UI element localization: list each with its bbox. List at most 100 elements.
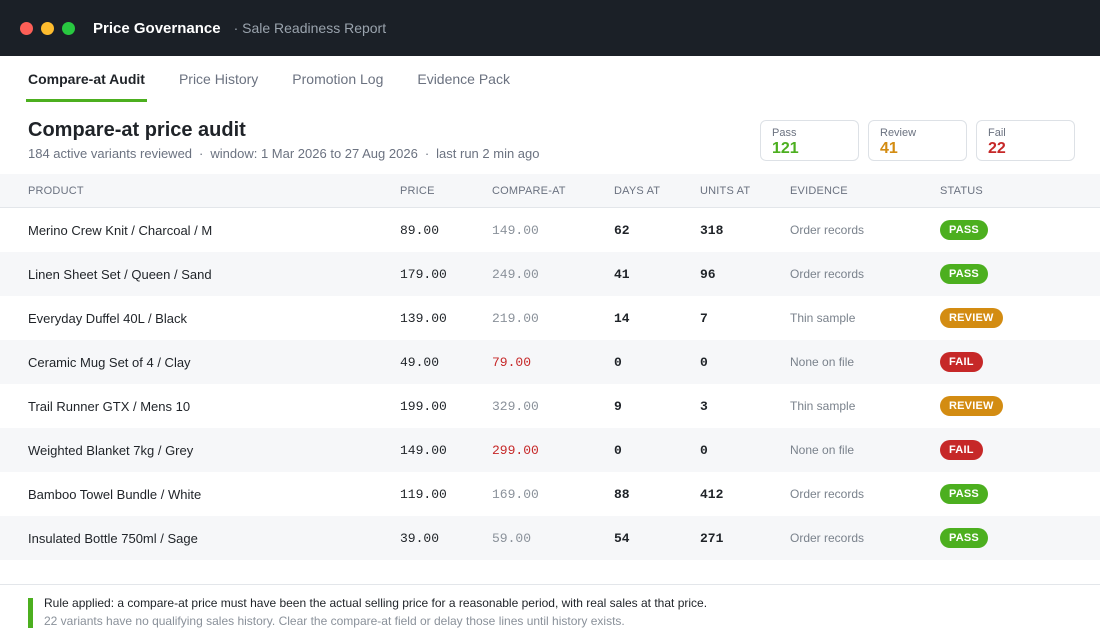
units-at-cell: 271 — [700, 530, 724, 546]
evidence-cell: Order records — [790, 223, 865, 237]
status-badge: FAIL — [940, 352, 983, 372]
evidence-cell: Thin sample — [790, 311, 856, 325]
evidence-cell: None on file — [790, 355, 855, 369]
compare-at-cell: 299.00 — [492, 442, 539, 458]
table-row[interactable]: Linen Sheet Set / Queen / Sand 179.00 249.… — [0, 252, 1100, 296]
units-at-cell: 96 — [700, 266, 716, 282]
product-cell: Ceramic Mug Set of 4 / Clay — [28, 354, 191, 370]
price-cell: 139.00 — [400, 310, 447, 326]
rule-footer: Rule applied: a compare-at price must ha… — [0, 584, 1100, 640]
page-title: Compare-at price audit — [28, 119, 246, 141]
compare-at-cell: 59.00 — [492, 530, 532, 546]
summary-label: Pass — [772, 127, 797, 139]
maximize-window-button[interactable] — [62, 21, 75, 35]
column-header-compare-at[interactable]: COMPARE-AT — [492, 185, 566, 197]
summary-cards: Pass 121 Review 41 Fail 22 — [760, 120, 1075, 161]
units-at-cell: 7 — [700, 310, 708, 326]
table-row[interactable]: Everyday Duffel 40L / Black 139.00 219.00 1… — [0, 296, 1100, 340]
status-badge: PASS — [940, 264, 988, 284]
status-badge: PASS — [940, 528, 988, 548]
rule-accent-bar — [28, 598, 33, 628]
compare-at-cell: 249.00 — [492, 266, 539, 282]
summary-value: 41 — [880, 140, 898, 157]
days-at-cell: 54 — [614, 530, 630, 546]
price-cell: 199.00 — [400, 398, 447, 414]
tab-evidence-pack[interactable]: Evidence Pack — [417, 71, 510, 87]
days-at-cell: 14 — [614, 310, 630, 326]
tab-promotion-log[interactable]: Promotion Log — [292, 71, 384, 87]
units-at-cell: 0 — [700, 442, 708, 458]
price-cell: 89.00 — [400, 222, 440, 238]
meta-separator: · — [199, 146, 204, 161]
page-meta: 184 active variants reviewed · window: 1 M… — [28, 146, 540, 161]
units-at-cell: 412 — [700, 486, 724, 502]
price-cell: 149.00 — [400, 442, 447, 458]
audit-table: PRODUCT PRICE COMPARE-AT DAYS AT UNITS A… — [0, 174, 1100, 560]
compare-at-cell: 329.00 — [492, 398, 539, 414]
product-cell: Trail Runner GTX / Mens 10 — [28, 398, 191, 414]
price-cell: 179.00 — [400, 266, 447, 282]
days-at-cell: 62 — [614, 222, 630, 238]
column-header-product[interactable]: PRODUCT — [28, 185, 84, 197]
days-at-cell: 9 — [614, 398, 622, 414]
title-bar: Price Governance · Sale Readiness Report — [0, 0, 1100, 56]
table-row[interactable]: Merino Crew Knit / Charcoal / M 89.00 149.… — [0, 208, 1100, 252]
days-at-cell: 88 — [614, 486, 630, 502]
column-header-days-at[interactable]: DAYS AT — [614, 185, 661, 197]
minimize-window-button[interactable] — [41, 21, 54, 35]
tab-compare-at-audit[interactable]: Compare-at Audit — [26, 56, 147, 102]
evidence-cell: None on file — [790, 443, 855, 457]
variants-reviewed: 184 active variants reviewed — [28, 146, 193, 161]
tab-price-history[interactable]: Price History — [178, 71, 259, 87]
summary-label: Fail — [988, 127, 1006, 139]
product-cell: Bamboo Towel Bundle / White — [28, 486, 202, 502]
summary-value: 22 — [988, 140, 1006, 157]
summary-card-review[interactable]: Review 41 — [868, 120, 967, 161]
evidence-cell: Order records — [790, 487, 865, 501]
product-cell: Everyday Duffel 40L / Black — [28, 310, 187, 326]
summary-card-fail[interactable]: Fail 22 — [976, 120, 1075, 161]
status-cell: PASS — [940, 472, 988, 516]
summary-card-pass[interactable]: Pass 121 — [760, 120, 859, 161]
meta-separator: · — [424, 146, 430, 161]
column-header-status[interactable]: STATUS — [940, 185, 983, 197]
status-cell: PASS — [940, 208, 988, 252]
last-run: last run 2 min ago — [436, 146, 540, 161]
close-window-button[interactable] — [20, 21, 33, 35]
evidence-cell: Thin sample — [790, 399, 856, 413]
column-header-price[interactable]: PRICE — [400, 185, 435, 197]
table-row[interactable]: Bamboo Towel Bundle / White 119.00 169.00 8… — [0, 472, 1100, 516]
product-cell: Linen Sheet Set / Queen / Sand — [28, 266, 212, 282]
table-row[interactable]: Insulated Bottle 750ml / Sage 39.00 59.00 5… — [0, 516, 1100, 560]
column-header-evidence[interactable]: EVIDENCE — [790, 185, 848, 197]
price-cell: 39.00 — [400, 530, 440, 546]
compare-at-cell: 169.00 — [492, 486, 539, 502]
product-cell: Merino Crew Knit / Charcoal / M — [28, 222, 213, 238]
column-header-units-at[interactable]: UNITS AT — [700, 185, 751, 197]
units-at-cell: 0 — [700, 354, 708, 370]
days-at-cell: 0 — [614, 442, 622, 458]
status-badge: REVIEW — [940, 308, 1003, 328]
status-cell: PASS — [940, 516, 988, 560]
status-cell: REVIEW — [940, 296, 1003, 340]
summary-value: 121 — [772, 140, 799, 157]
days-at-cell: 0 — [614, 354, 622, 370]
app-title: Price Governance — [93, 19, 221, 37]
table-row[interactable]: Weighted Blanket 7kg / Grey 149.00 299.00 0… — [0, 428, 1100, 472]
product-cell: Insulated Bottle 750ml / Sage — [28, 530, 198, 546]
audit-window: window: 1 Mar 2026 to 27 Aug 2026 — [210, 146, 418, 161]
status-cell: FAIL — [940, 340, 983, 384]
compare-at-cell: 149.00 — [492, 222, 539, 238]
product-cell: Weighted Blanket 7kg / Grey — [28, 442, 194, 458]
evidence-cell: Order records — [790, 531, 865, 545]
table-row[interactable]: Ceramic Mug Set of 4 / Clay 49.00 79.00 0 0 N… — [0, 340, 1100, 384]
rule-note-text: 22 variants have no qualifying sales his… — [44, 614, 625, 628]
status-cell: PASS — [940, 252, 988, 296]
price-cell: 119.00 — [400, 486, 447, 502]
compare-at-cell: 219.00 — [492, 310, 539, 326]
table-row[interactable]: Trail Runner GTX / Mens 10 199.00 329.00 9 3… — [0, 384, 1100, 428]
status-badge: PASS — [940, 220, 988, 240]
window-controls — [20, 21, 75, 35]
status-badge: FAIL — [940, 440, 983, 460]
app-subtitle: · Sale Readiness Report — [233, 20, 387, 36]
